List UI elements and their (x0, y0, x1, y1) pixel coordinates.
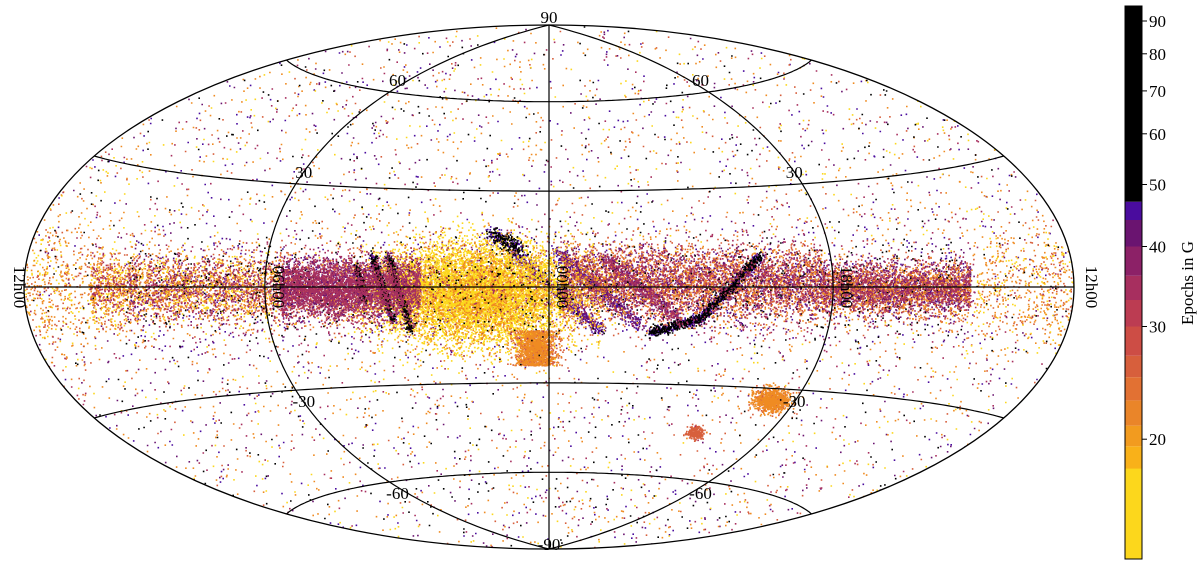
latitude-label: 90 (541, 8, 558, 27)
latitude-label: -60 (689, 484, 712, 503)
star-points-group (38, 28, 1064, 548)
colorbar: 20 30 40 50 60 70 80 90 Epochs in G (1124, 5, 1197, 560)
star-density-points (24, 26, 1074, 549)
colorbar-band (1125, 468, 1142, 559)
coordinate-grid (23, 24, 1075, 550)
latitude-label: 60 (692, 71, 709, 90)
latitude-label: 60 (389, 71, 406, 90)
colorbar-tick-label: 80 (1149, 45, 1166, 64)
colorbar-tick-label: 30 (1149, 318, 1166, 337)
colorbar-band (1125, 425, 1142, 447)
colorbar-tick-label: 90 (1149, 12, 1166, 31)
latitude-label: -60 (386, 484, 409, 503)
colorbar-tick-label: 50 (1149, 176, 1166, 195)
colorbar-band (1125, 246, 1142, 276)
latitude-label: -30 (292, 392, 315, 411)
latitude-label: -30 (783, 392, 806, 411)
longitude-label: 06h00 (269, 266, 288, 309)
colorbar-tick-label: 60 (1149, 125, 1166, 144)
colorbar-ticks: 20 30 40 50 60 70 80 90 (1142, 12, 1166, 449)
longitude-label: 12h00 (10, 266, 29, 309)
colorbar-tick-label: 70 (1149, 82, 1166, 101)
colorbar-label: Epochs in G (1178, 241, 1197, 325)
colorbar-band (1125, 6, 1142, 202)
star-points-group (24, 30, 1074, 548)
longitude-label: 00h00 (553, 266, 572, 309)
colorbar-bands (1125, 6, 1142, 559)
latitude-label: -90 (538, 535, 561, 554)
latitude-label: 30 (786, 163, 803, 182)
coordinate-labels: 90 60 60 30 30 -30 -30 -60 -60 -90 12h00 06h00 00h00… (10, 8, 1101, 554)
colorbar-band (1125, 446, 1142, 469)
latitude-label: 30 (295, 163, 312, 182)
colorbar-band (1125, 275, 1142, 300)
colorbar-tick-label: 20 (1149, 430, 1166, 449)
colorbar-band (1125, 355, 1142, 378)
colorbar-frame (1124, 5, 1143, 560)
meridian-line (264, 24, 550, 550)
colorbar-band (1125, 377, 1142, 401)
colorbar-band (1125, 220, 1142, 247)
colorbar-band (1125, 201, 1142, 220)
longitude-label: 12h00 (1082, 266, 1101, 309)
colorbar-tick-label: 40 (1149, 238, 1166, 257)
colorbar-band (1125, 326, 1142, 356)
colorbar-band (1125, 400, 1142, 426)
longitude-label: 18h00 (837, 266, 856, 309)
colorbar-band (1125, 300, 1142, 327)
meridian-line (548, 24, 834, 550)
